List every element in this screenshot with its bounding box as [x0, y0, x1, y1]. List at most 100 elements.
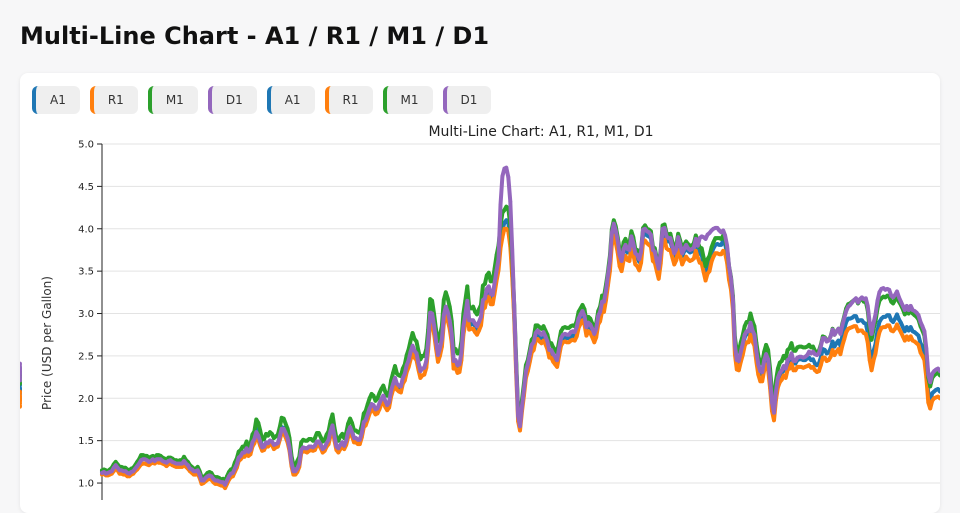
- data-point: [693, 233, 698, 238]
- data-point: [740, 342, 745, 346]
- data-point: [693, 248, 698, 253]
- data-point: [357, 442, 362, 446]
- data-point: [225, 478, 229, 483]
- data-point: [383, 389, 388, 394]
- legend-toggle-d1[interactable]: D1: [207, 86, 257, 114]
- data-point: [674, 258, 679, 262]
- data-point: [512, 304, 517, 308]
- data-point: [332, 434, 337, 439]
- legend-toggle-m1[interactable]: M1: [147, 86, 198, 114]
- data-point: [854, 314, 858, 318]
- data-point: [682, 247, 686, 252]
- data-point: [611, 218, 616, 223]
- data-point: [486, 284, 491, 289]
- data-point: [692, 256, 696, 261]
- data-point: [928, 406, 933, 411]
- data-point: [920, 354, 925, 358]
- y-tick-label: 1.0: [78, 479, 94, 490]
- data-point: [856, 300, 860, 305]
- data-point: [336, 450, 341, 455]
- data-point: [621, 247, 626, 252]
- legend-toggle-a1-2[interactable]: A1: [266, 86, 315, 114]
- data-point: [733, 343, 737, 347]
- line-chart: Multi-Line Chart: A1, R1, M1, D1 Price (…: [20, 124, 940, 500]
- data-point: [342, 447, 347, 451]
- data-point: [404, 363, 409, 368]
- data-point: [863, 321, 868, 326]
- chart-card: A1 R1 M1 D1 A1 R1 M1 D1 Multi-Line Chart…: [20, 73, 940, 513]
- data-point: [363, 418, 368, 423]
- data-point: [756, 362, 761, 367]
- data-point: [471, 318, 475, 323]
- data-point: [477, 320, 481, 324]
- data-point: [908, 334, 913, 339]
- data-point: [893, 293, 897, 297]
- data-point: [906, 337, 911, 342]
- data-point: [412, 348, 417, 353]
- data-point: [375, 406, 380, 411]
- data-point: [891, 301, 895, 306]
- data-point: [766, 348, 770, 352]
- data-point: [445, 296, 450, 301]
- data-point: [197, 472, 202, 477]
- data-point: [764, 343, 768, 347]
- data-point: [254, 430, 259, 435]
- data-point: [588, 331, 593, 335]
- data-point: [707, 254, 712, 258]
- data-point: [244, 439, 249, 444]
- legend-toggle-r1[interactable]: R1: [89, 86, 138, 114]
- data-point: [887, 313, 892, 318]
- data-point: [897, 317, 901, 322]
- data-point: [502, 208, 507, 213]
- data-point: [764, 352, 768, 357]
- data-point: [326, 437, 331, 442]
- data-point: [311, 438, 315, 443]
- data-point: [818, 363, 823, 368]
- legend-toggle-d1-2[interactable]: D1: [442, 86, 492, 114]
- data-point: [608, 259, 612, 263]
- data-point: [234, 462, 239, 467]
- data-point: [893, 316, 897, 321]
- data-point: [227, 474, 231, 479]
- data-point: [559, 336, 563, 340]
- legend-toggle-m1-2[interactable]: M1: [382, 86, 433, 114]
- data-point: [658, 250, 663, 255]
- data-point: [668, 236, 673, 241]
- data-point: [680, 251, 685, 256]
- data-point: [492, 281, 497, 285]
- data-point: [371, 393, 376, 398]
- data-point: [828, 334, 833, 339]
- data-point: [901, 334, 905, 339]
- data-point: [604, 288, 608, 293]
- data-point: [20, 362, 22, 367]
- data-point: [695, 255, 700, 260]
- data-point: [834, 349, 839, 354]
- data-point: [643, 223, 647, 228]
- data-point: [902, 338, 907, 343]
- data-point: [387, 400, 391, 405]
- data-point: [531, 340, 536, 345]
- data-point: [383, 398, 388, 403]
- data-point: [617, 253, 622, 257]
- data-point: [316, 439, 321, 444]
- data-point: [891, 320, 895, 324]
- legend-toggle-r1-2[interactable]: R1: [324, 86, 373, 114]
- data-point: [258, 428, 263, 433]
- data-point: [832, 353, 837, 357]
- data-point: [842, 337, 847, 341]
- data-point: [828, 354, 833, 359]
- data-point: [762, 358, 767, 362]
- data-point: [385, 408, 390, 413]
- data-point: [463, 313, 468, 318]
- data-point: [471, 304, 475, 309]
- data-point: [299, 440, 304, 445]
- data-point: [113, 463, 118, 468]
- data-point: [838, 332, 843, 336]
- y-tick-label: 5.0: [78, 140, 94, 151]
- data-point: [783, 376, 788, 380]
- data-point: [490, 293, 495, 297]
- data-point: [281, 416, 286, 421]
- legend-toggle-a1[interactable]: A1: [32, 86, 80, 114]
- data-point: [391, 382, 395, 386]
- data-point: [844, 330, 849, 335]
